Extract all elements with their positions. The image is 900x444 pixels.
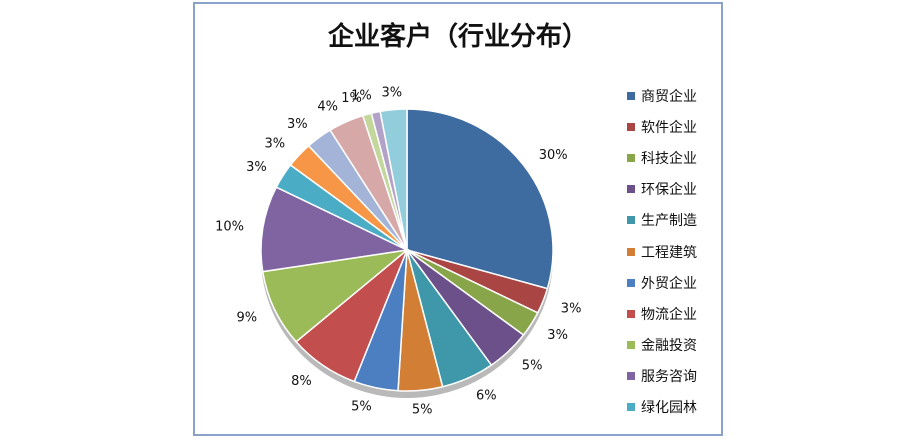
legend-label: 服务咨询 xyxy=(641,369,697,386)
legend-label: 绿化园林 xyxy=(641,400,697,417)
legend-label: 物流企业 xyxy=(641,306,697,323)
pie-chart: 30%3%3%5%6%5%5%8%9%10%3%3%3%4%1%1% 3% xyxy=(215,85,582,418)
legend-swatch xyxy=(627,372,635,381)
legend-swatch xyxy=(627,216,635,225)
slice-label-16: 1% xyxy=(351,88,372,103)
legend-label: 金融投资 xyxy=(641,338,697,355)
slice-label-12: 3% xyxy=(264,137,285,152)
legend-item: 工程建筑 xyxy=(627,236,727,267)
chart-title: 企业客户（行业分布） xyxy=(327,22,588,52)
chart-frame: 企业客户（行业分布） 30% 3% 3% 5% 6% 5% 5% 8% 9% 10% 3% 3% 3% 4… xyxy=(193,2,723,436)
legend-swatch xyxy=(627,185,635,194)
legend-item: 生产制造 xyxy=(627,205,727,236)
legend-swatch xyxy=(627,122,635,131)
legend-label: 科技企业 xyxy=(641,150,697,167)
legend-item: 金融投资 xyxy=(627,330,727,361)
slice-label-1: 30% xyxy=(539,148,568,163)
slice-label-9: 9% xyxy=(236,311,257,326)
legend-swatch xyxy=(627,278,635,287)
legend-item: 环保企业 xyxy=(627,174,727,205)
legend-item: 外贸企业 xyxy=(627,267,727,298)
slice-label-2: 3% xyxy=(561,302,582,317)
legend-swatch xyxy=(627,91,635,100)
pie-slice-17 xyxy=(379,108,408,251)
legend-item: 绿化园林 xyxy=(627,392,727,423)
legend-swatch xyxy=(627,247,635,256)
legend-swatch xyxy=(627,309,635,318)
legend-item: 商贸企业 xyxy=(627,80,727,111)
pie-slice-10 xyxy=(260,186,410,273)
legend-label: 环保企业 xyxy=(641,182,697,199)
slice-label-5: 6% xyxy=(476,389,497,404)
slice-label-15: 1% xyxy=(341,91,362,106)
pie-slice-9 xyxy=(261,248,410,343)
legend-label: 生产制造 xyxy=(641,213,697,230)
pie-slice-1 xyxy=(406,108,554,290)
slice-label-11: 3% xyxy=(246,160,267,175)
slice-label-13: 3% xyxy=(287,117,308,132)
slice-label-4: 5% xyxy=(522,358,543,373)
slice-label-10: 10% xyxy=(215,220,244,235)
slice-label-7: 5% xyxy=(351,400,372,415)
slice-label-17: 3% xyxy=(381,85,402,100)
legend-label: 外贸企业 xyxy=(641,275,697,292)
legend-swatch xyxy=(627,153,635,162)
legend-item: 科技企业 xyxy=(627,142,727,173)
slice-label-6: 5% xyxy=(412,403,433,418)
slice-label-3: 3% xyxy=(547,328,568,343)
legend: 商贸企业软件企业科技企业环保企业生产制造工程建筑外贸企业物流企业金融投资服务咨询… xyxy=(627,80,727,423)
legend-swatch xyxy=(627,341,635,350)
slice-label-14: 4% xyxy=(317,99,338,114)
legend-item: 软件企业 xyxy=(627,111,727,142)
legend-swatch xyxy=(627,403,635,412)
legend-label: 商贸企业 xyxy=(641,88,697,105)
slice-label-8: 8% xyxy=(291,374,312,389)
legend-label: 软件企业 xyxy=(641,119,697,136)
legend-item: 服务咨询 xyxy=(627,361,727,392)
legend-label: 工程建筑 xyxy=(641,244,697,261)
legend-item: 物流企业 xyxy=(627,298,727,329)
